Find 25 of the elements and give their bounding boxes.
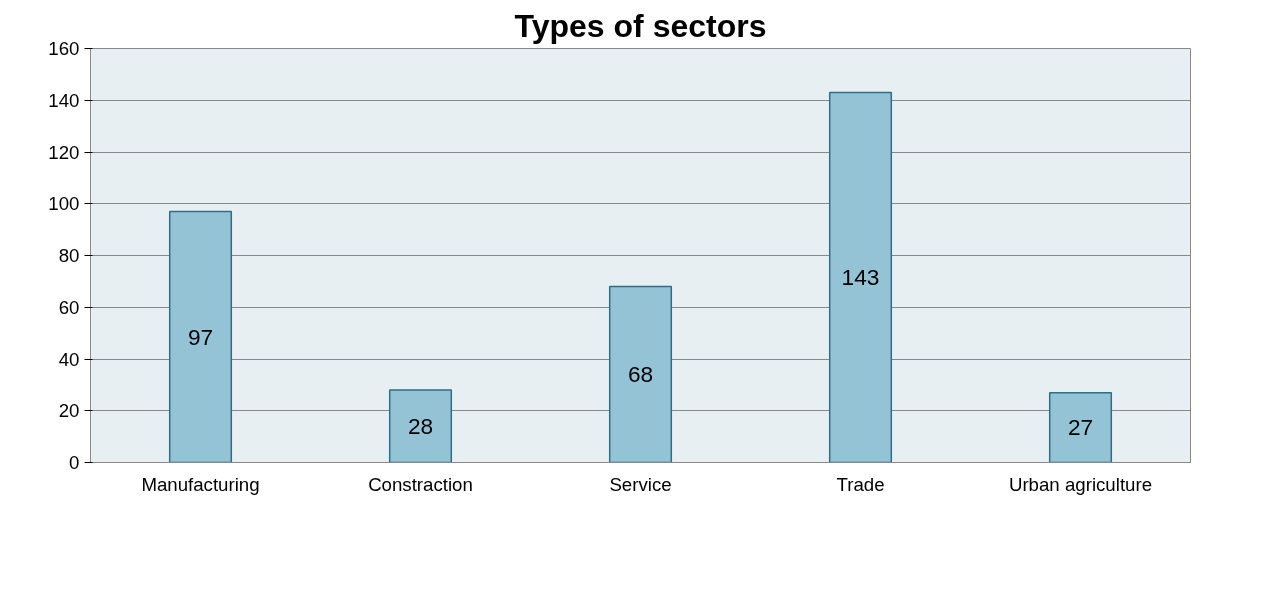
bar: [608, 285, 673, 463]
y-tick-label: 80: [58, 245, 80, 266]
bar: [168, 210, 233, 463]
x-tick-label: Manufacturing: [141, 473, 260, 495]
y-tick-label: 20: [58, 400, 80, 422]
y-tick-label: 60: [58, 296, 80, 318]
bar: [388, 389, 453, 463]
x-tick-label: Constraction: [368, 473, 473, 495]
y-tick-label: 120: [48, 141, 80, 163]
data-label: 97: [187, 323, 214, 350]
chart-title: Types of sectors: [514, 7, 767, 44]
y-tick-label: 0: [69, 452, 80, 473]
data-label: 68: [627, 361, 654, 388]
y-tick-label: 40: [58, 348, 80, 370]
x-tick-label: Urban agriculture: [1008, 473, 1153, 495]
data-label: 28: [407, 412, 434, 439]
bar: [1048, 391, 1113, 463]
x-tick-label: Service: [609, 473, 672, 495]
y-tick-label: 140: [48, 89, 80, 111]
y-tick-label: 100: [48, 193, 80, 215]
x-tick-label: Trade: [836, 473, 885, 495]
data-label: 143: [841, 263, 880, 290]
y-tick-label: 160: [48, 38, 80, 59]
bar: [828, 91, 893, 463]
data-label: 27: [1067, 414, 1094, 441]
